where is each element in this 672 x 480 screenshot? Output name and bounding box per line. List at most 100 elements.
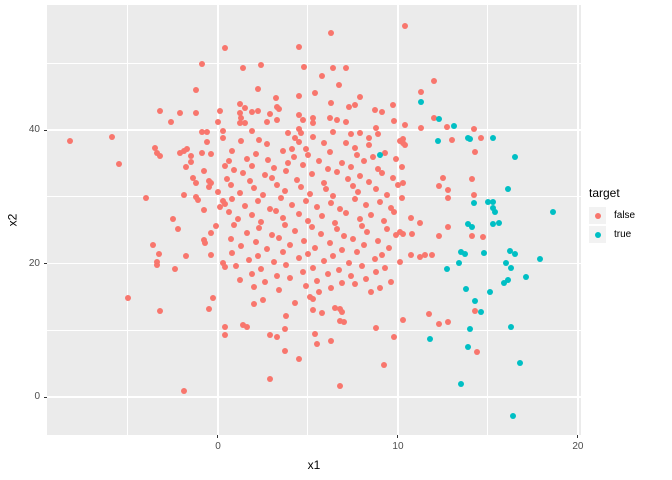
data-point-false: [240, 169, 247, 176]
x-axis-tick: [217, 435, 219, 438]
data-point-false: [254, 198, 261, 205]
data-point-false: [382, 150, 389, 157]
data-point-false: [220, 128, 227, 135]
data-point-false: [315, 157, 322, 164]
data-point-false: [436, 233, 443, 240]
data-point-false: [306, 293, 313, 300]
data-point-false: [286, 241, 293, 248]
data-point-false: [254, 252, 261, 259]
data-point-false: [200, 207, 207, 214]
y-axis-tick: [44, 263, 47, 265]
data-point-false: [205, 183, 212, 190]
data-point-false: [261, 172, 268, 179]
data-point-true: [490, 135, 497, 142]
data-point-false: [380, 218, 387, 225]
data-point-false: [153, 261, 160, 268]
data-point-false: [313, 277, 320, 284]
data-point-false: [344, 176, 351, 183]
data-point-false: [321, 257, 328, 264]
data-point-false: [193, 193, 200, 200]
data-point-false: [373, 185, 380, 192]
data-point-true: [434, 138, 441, 145]
data-point-false: [222, 263, 229, 270]
data-point-true: [492, 209, 499, 216]
data-point-false: [279, 248, 286, 255]
data-point-false: [292, 228, 299, 235]
data-point-false: [351, 145, 358, 152]
data-point-false: [204, 139, 211, 146]
data-point-false: [193, 110, 200, 117]
data-point-true: [450, 123, 457, 130]
data-point-false: [387, 278, 394, 285]
data-point-true: [481, 249, 488, 256]
y-tick-label: 40: [28, 124, 40, 136]
data-point-true: [502, 259, 509, 266]
data-point-false: [249, 128, 256, 135]
grid-major-v: [217, 5, 219, 435]
data-point-false: [177, 110, 184, 117]
data-point-false: [445, 223, 452, 230]
data-point-false: [290, 153, 297, 160]
data-point-false: [330, 253, 337, 260]
data-point-false: [213, 223, 220, 230]
data-point-false: [303, 197, 310, 204]
data-point-false: [288, 201, 295, 208]
data-point-false: [265, 157, 272, 164]
data-point-false: [229, 195, 236, 202]
data-point-false: [468, 175, 475, 182]
data-point-false: [337, 206, 344, 213]
data-point-false: [241, 104, 248, 111]
data-point-false: [274, 117, 281, 123]
data-point-false: [429, 251, 436, 258]
data-point-false: [384, 225, 391, 232]
data-point-false: [333, 169, 340, 176]
data-point-false: [328, 285, 335, 292]
data-point-false: [297, 130, 304, 137]
data-point-true: [457, 380, 464, 387]
legend-label-false: false: [614, 210, 636, 221]
data-point-false: [340, 233, 347, 240]
data-point-false: [400, 231, 407, 238]
data-point-false: [319, 213, 326, 220]
data-point-true: [376, 152, 383, 159]
x-tick-label: 10: [392, 441, 404, 452]
data-point-false: [157, 153, 164, 160]
data-point-false: [375, 131, 382, 138]
data-point-false: [324, 165, 331, 172]
data-point-false: [207, 151, 214, 158]
data-point-false: [261, 279, 268, 286]
data-point-false: [439, 175, 446, 182]
data-point-false: [326, 115, 333, 121]
data-point-false: [279, 147, 286, 154]
data-point-false: [301, 237, 308, 244]
data-point-false: [198, 149, 205, 156]
data-point-false: [333, 117, 340, 123]
data-point-true: [490, 205, 497, 212]
data-point-false: [295, 112, 302, 119]
data-point-false: [378, 251, 385, 258]
data-point-false: [245, 256, 252, 263]
data-point-false: [263, 119, 270, 125]
legend: target false true: [589, 186, 635, 245]
data-point-false: [274, 272, 281, 279]
data-point-false: [229, 249, 236, 256]
data-point-false: [313, 204, 320, 211]
data-point-false: [328, 199, 335, 206]
data-point-false: [402, 122, 409, 129]
x-tick-label: 0: [215, 441, 221, 452]
data-point-false: [281, 347, 288, 354]
data-point-false: [200, 167, 207, 174]
data-point-false: [425, 311, 432, 318]
data-point-false: [313, 341, 320, 348]
data-point-false: [234, 216, 241, 223]
data-point-false: [328, 337, 335, 344]
data-point-false: [205, 305, 212, 312]
data-point-false: [279, 215, 286, 222]
data-point-false: [470, 126, 477, 133]
data-point-false: [67, 138, 74, 145]
data-point-false: [333, 226, 340, 233]
data-point-false: [331, 219, 338, 226]
data-point-false: [448, 137, 455, 144]
data-point-false: [339, 160, 346, 167]
